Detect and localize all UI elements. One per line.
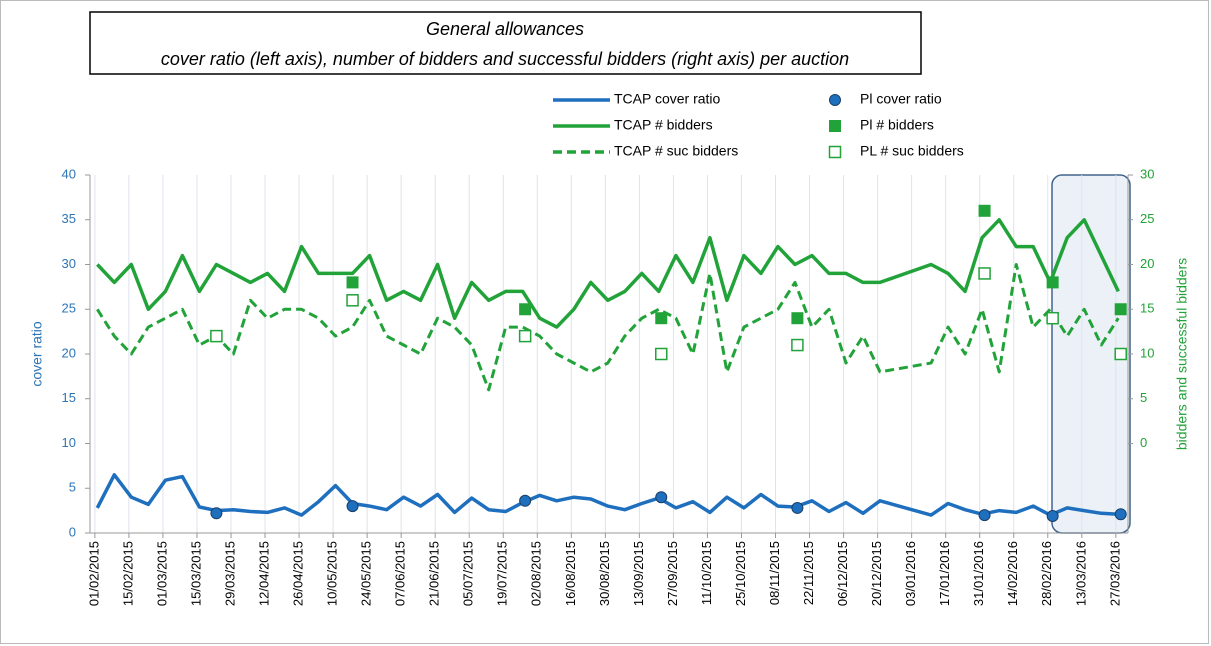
- marker: [210, 329, 223, 343]
- x-tick-label: 19/07/2015: [495, 541, 510, 606]
- series-line: [96, 218, 1120, 329]
- x-tick-label: 10/05/2015: [325, 541, 340, 606]
- y-tick-label: 15: [62, 390, 76, 405]
- marker: [791, 312, 804, 325]
- y2-tick-label: 10: [1140, 345, 1154, 360]
- marker: [978, 204, 991, 217]
- x-tick-label: 12/04/2015: [256, 541, 271, 606]
- marker: [791, 501, 804, 514]
- x-tick-label: 16/08/2015: [563, 541, 578, 606]
- x-tick-label: 05/07/2015: [461, 541, 476, 606]
- x-tick-label: 13/09/2015: [631, 541, 646, 606]
- title-box: [89, 11, 922, 75]
- x-tick-label: 11/10/2015: [699, 541, 714, 605]
- x-tick-label: 20/12/2015: [869, 541, 884, 606]
- x-tick-label: 15/03/2015: [188, 541, 203, 606]
- y2-tick-label: 20: [1140, 256, 1154, 271]
- y-axis-label: cover ratio: [29, 321, 45, 387]
- x-tick-label: 15/02/2015: [120, 541, 135, 606]
- marker: [978, 509, 991, 522]
- y-tick-label: 30: [62, 256, 76, 271]
- legend-label: TCAP # suc bidders: [614, 143, 738, 159]
- marker: [978, 267, 991, 280]
- legend-swatch: [828, 145, 842, 159]
- legend-swatch: [829, 120, 841, 132]
- x-tick-label: 01/02/2015: [86, 541, 101, 606]
- x-tick-label: 29/03/2015: [222, 541, 237, 606]
- marker: [519, 303, 532, 316]
- marker: [1114, 508, 1127, 521]
- marker: [346, 500, 359, 513]
- legend-label: PL # suc bidders: [860, 143, 964, 159]
- x-tick-label: 28/02/2016: [1039, 541, 1054, 606]
- marker: [1046, 311, 1059, 325]
- y2-axis-label: bidders and successful bidders: [1174, 258, 1190, 450]
- chart-subtitle: cover ratio (left axis), number of bidde…: [161, 49, 849, 69]
- x-tick-label: 01/03/2015: [154, 541, 169, 606]
- marker: [346, 294, 359, 307]
- x-tick-label: 31/01/2016: [971, 541, 986, 606]
- marker: [655, 491, 668, 504]
- marker: [519, 494, 532, 507]
- y2-tick-label: 25: [1140, 211, 1154, 226]
- marker: [655, 347, 668, 361]
- y-tick-label: 25: [62, 301, 76, 316]
- series-line: [95, 473, 1119, 517]
- marker: [518, 329, 532, 343]
- series-line: [96, 263, 1120, 392]
- x-tick-label: 08/11/2015: [767, 541, 782, 605]
- x-tick-label: 13/03/2016: [1073, 541, 1088, 606]
- x-tick-label: 17/01/2016: [937, 541, 952, 606]
- y-tick-label: 40: [62, 166, 76, 181]
- legend-label: Pl cover ratio: [860, 91, 942, 107]
- x-tick-label: 22/11/2015: [801, 541, 816, 605]
- x-tick-label: 06/12/2015: [835, 541, 850, 606]
- x-tick-label: 30/08/2015: [597, 541, 612, 606]
- legend-label: Pl # bidders: [860, 117, 934, 133]
- y2-tick-label: 0: [1140, 435, 1147, 450]
- marker: [791, 338, 804, 352]
- x-tick-label: 02/08/2015: [529, 541, 544, 606]
- legend-label: TCAP cover ratio: [614, 91, 721, 107]
- y-tick-label: 0: [69, 524, 76, 539]
- x-tick-label: 27/03/2016: [1107, 541, 1122, 606]
- marker: [1114, 303, 1127, 316]
- y2-tick-label: 15: [1140, 301, 1154, 316]
- y-tick-label: 35: [62, 211, 76, 226]
- marker: [210, 507, 223, 520]
- marker: [1046, 509, 1059, 522]
- marker: [346, 276, 359, 289]
- marker: [655, 312, 668, 325]
- x-tick-label: 03/01/2016: [903, 541, 918, 606]
- legend-label: TCAP # bidders: [614, 117, 713, 133]
- marker: [1114, 347, 1127, 361]
- marker: [1046, 276, 1059, 289]
- x-tick-label: 25/10/2015: [733, 541, 748, 606]
- y-tick-label: 20: [62, 345, 76, 360]
- x-tick-label: 07/06/2015: [393, 541, 408, 606]
- y2-tick-label: 30: [1140, 166, 1154, 181]
- y-tick-label: 5: [69, 480, 76, 495]
- x-tick-label: 21/06/2015: [427, 541, 442, 606]
- x-tick-label: 14/02/2016: [1005, 541, 1020, 606]
- y-tick-label: 10: [62, 435, 76, 450]
- x-tick-label: 24/05/2015: [359, 541, 374, 606]
- chart-title: General allowances: [426, 19, 584, 39]
- y2-tick-label: 5: [1140, 390, 1147, 405]
- x-tick-label: 27/09/2015: [665, 541, 680, 606]
- x-tick-label: 26/04/2015: [290, 541, 305, 606]
- legend-swatch: [829, 94, 841, 106]
